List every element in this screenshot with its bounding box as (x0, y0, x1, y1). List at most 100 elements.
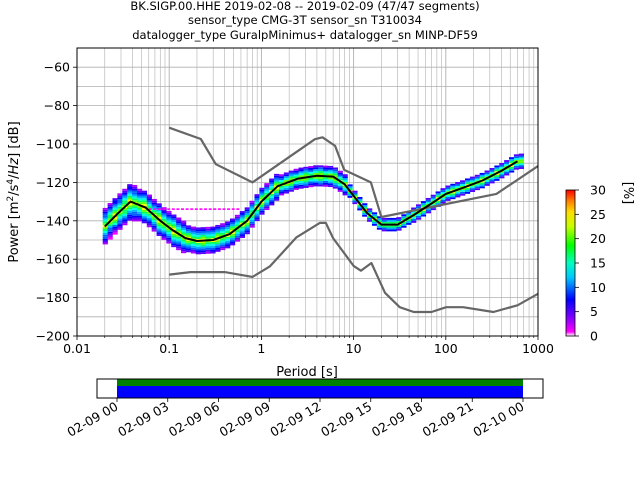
heatmap-cell (411, 211, 417, 214)
heatmap-cell (161, 224, 167, 227)
heatmap-cell (445, 198, 451, 201)
heatmap-cell (430, 196, 436, 199)
heatmap-cell (132, 215, 138, 218)
heatmap-cell (484, 172, 490, 175)
heatmap-cell (205, 226, 211, 229)
heatmap-cell (391, 219, 397, 222)
heatmap-cell (146, 223, 152, 226)
heatmap-cell (440, 199, 446, 202)
heatmap-cell (504, 171, 510, 174)
heatmap-cell (244, 215, 250, 217)
heatmap-cell (327, 179, 334, 182)
heatmap-cell (239, 218, 245, 221)
heatmap-cell (327, 183, 334, 186)
heatmap-cell (102, 229, 108, 231)
heatmap-cell (264, 204, 270, 207)
colorbar-tick-label: 25 (590, 207, 606, 222)
heatmap-cell (171, 233, 177, 236)
heatmap-cell (127, 184, 133, 187)
heatmap-cell (298, 182, 304, 185)
heatmap-cell (220, 232, 226, 235)
heatmap-cell (171, 226, 177, 228)
heatmap-cell (132, 200, 138, 203)
heatmap-cell (239, 220, 245, 223)
heatmap-cell (166, 235, 172, 238)
heatmap-cell (151, 218, 157, 221)
heatmap-cell (474, 184, 480, 187)
heatmap-cell (239, 234, 245, 237)
heatmap-cell (386, 227, 392, 230)
heatmap-cell (440, 197, 446, 200)
heatmap-cell (200, 252, 206, 255)
heatmap-cell (200, 244, 206, 247)
heatmap-cell (342, 185, 348, 188)
heatmap-cell (112, 232, 118, 235)
heatmap-cell (181, 228, 187, 231)
heatmap-cell (298, 180, 304, 183)
heatmap-cell (117, 212, 123, 215)
heatmap-cell (171, 243, 177, 246)
heatmap-cell (151, 229, 157, 232)
heatmap-cell (205, 236, 211, 239)
heatmap-cell (102, 219, 108, 222)
heatmap-cell (205, 228, 211, 231)
heatmap-cell (455, 193, 461, 196)
heatmap-cell (185, 248, 192, 251)
heatmap-cell (161, 216, 167, 219)
colorbar-tick-label: 10 (590, 280, 606, 295)
heatmap-cell (298, 175, 304, 178)
heatmap-cell (112, 221, 118, 224)
heatmap-cell (122, 196, 128, 199)
heatmap-cell (509, 168, 515, 171)
heatmap-cell (112, 230, 118, 233)
heatmap-cell (117, 222, 123, 225)
heatmap-cell (406, 215, 412, 218)
heatmap-cell (190, 243, 197, 246)
heatmap-cell (141, 213, 148, 216)
heatmap-cell (391, 227, 397, 230)
heatmap-cell (445, 195, 451, 198)
heatmap-cell (112, 219, 118, 222)
heatmap-cell (323, 171, 329, 174)
heatmap-cell (136, 215, 143, 218)
heatmap-cell (122, 194, 128, 197)
heatmap-cell (288, 170, 294, 173)
heatmap-cell (157, 208, 161, 210)
heatmap-cell (122, 211, 128, 214)
heatmap-cell (208, 208, 212, 210)
heatmap-cell (264, 192, 270, 195)
heatmap-cell (254, 201, 260, 204)
heatmap-cell (254, 194, 260, 197)
heatmap-cell (332, 175, 338, 178)
heatmap-cell (190, 247, 197, 250)
heatmap-cell (234, 235, 241, 238)
heatmap-cell (102, 221, 108, 224)
heatmap-cell (484, 182, 490, 184)
heatmap-cell (185, 225, 192, 228)
coverage-tick-label: 02-09 12 (267, 399, 323, 440)
heatmap-cell (132, 204, 138, 207)
heatmap-cell (259, 189, 265, 192)
heatmap-cell (112, 213, 118, 216)
heatmap-cell (342, 191, 348, 194)
heatmap-cell (205, 230, 211, 233)
heatmap-cell (323, 177, 329, 180)
heatmap-cell (181, 232, 187, 234)
heatmap-cell (318, 171, 324, 174)
heatmap-cell (327, 171, 334, 174)
heatmap-cell (132, 188, 138, 191)
heatmap-cell (445, 187, 451, 190)
coverage-tick-label: 02-09 00 (64, 399, 120, 440)
colorbar: 0 5 10 15 20 25 30 [%] (565, 182, 635, 344)
heatmap-cell (117, 227, 123, 230)
heatmap-cell (185, 250, 192, 253)
heatmap-cell (127, 193, 133, 196)
heatmap-cell (190, 236, 197, 239)
heatmap-cell (127, 218, 133, 221)
heatmap-cell (181, 243, 187, 246)
heatmap-cell (141, 217, 148, 220)
heatmap-cell (450, 185, 456, 188)
heatmap-cell (401, 218, 407, 221)
heatmap-cell (171, 245, 177, 248)
heatmap-cell (127, 189, 133, 192)
